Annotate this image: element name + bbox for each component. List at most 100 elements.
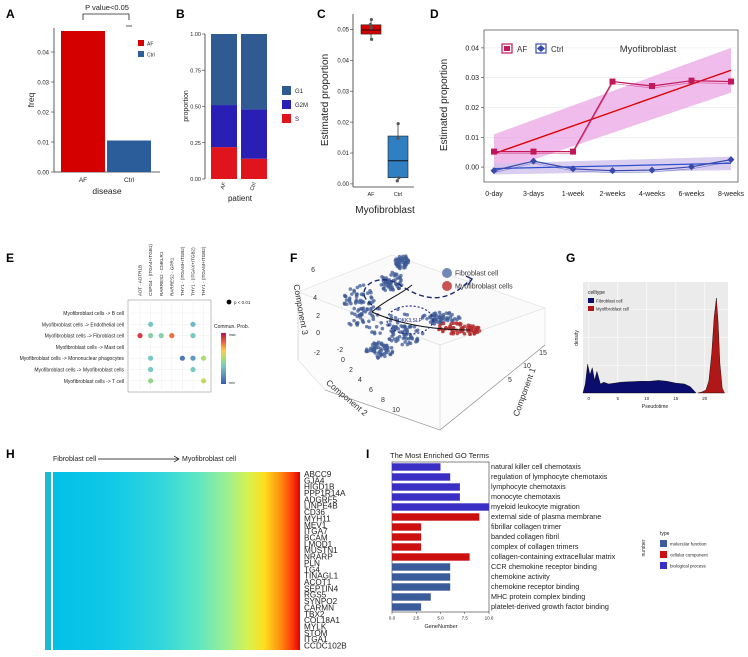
fibroblast-cell-point (347, 322, 351, 326)
column-label: CSPG4 - (ITGA4+ITGB1) (148, 244, 153, 296)
myofibroblast-cell-point (452, 321, 456, 325)
fibroblast-cell-point (368, 326, 372, 330)
bar-segment-g2m (211, 105, 237, 147)
fibroblast-cell-point (372, 348, 376, 352)
tick-label-component-1: 15 (539, 350, 547, 357)
tick-label-component-1: 5 (508, 377, 512, 384)
go-term-bar (392, 543, 421, 550)
side-label: number (641, 539, 647, 556)
plot-frame (128, 300, 211, 392)
tick-label-component-2: 2 (349, 367, 353, 374)
fibroblast-cell-point (388, 337, 392, 341)
tick-label-component-2: 0 (341, 357, 345, 364)
fibroblast-cell-point (381, 327, 385, 331)
go-term-label: MHC protein complex binding (491, 592, 585, 601)
tick-label-component-3: -2 (314, 350, 320, 357)
panel-letter-a: A (6, 7, 15, 21)
communication-dot (190, 333, 195, 338)
legend-label-myofibroblast: Myofibroblast cell (596, 307, 629, 312)
go-term-bar (392, 533, 421, 540)
panel-b-stacked-bar-chart: 0.00 0.25 0.50 0.75 1.00 AF Ctrl patient proport… (183, 32, 308, 203)
y-tick-label: 0.02 (465, 105, 479, 112)
fibroblast-cell-point (373, 342, 377, 346)
communication-dot (159, 333, 164, 338)
go-term-bar (392, 513, 479, 520)
fibroblast-cell-point (416, 338, 420, 342)
header-label-myofibroblast: Myofibroblast cell (182, 456, 237, 463)
fibroblast-cell-point (367, 319, 371, 323)
row-label: Myofibroblast cells -> Endothelial cell (42, 322, 124, 328)
marker-af (570, 149, 576, 155)
bar-segment-g1 (211, 34, 237, 105)
x-tick-label: 15 (673, 396, 679, 401)
fibroblast-cell-point (378, 331, 382, 335)
fibroblast-cell-point (387, 285, 391, 289)
x-tick-label: AF (367, 192, 375, 198)
tick-label-component-3: 6 (311, 267, 315, 274)
x-tick-label: 5 (617, 396, 620, 401)
y-tick-label: 0.04 (37, 51, 49, 57)
x-tick-label: 7.5 (462, 616, 469, 621)
tick-label-component-2: 4 (358, 377, 362, 384)
panel-letter-b: B (176, 7, 185, 21)
significance-label: P value<0.05 (85, 3, 129, 12)
go-term-label: chemokine activity (491, 572, 550, 581)
fibroblast-cell-point (362, 300, 366, 304)
legend-title: celltype (588, 290, 605, 296)
fibroblast-cell-point (385, 346, 389, 350)
fibroblast-cell-point (400, 343, 404, 347)
fibroblast-cell-point (455, 318, 459, 322)
fibroblast-cell-point (404, 263, 408, 267)
row-label: Myofibroblast cells -> Fibroblast cell (45, 334, 124, 340)
y-tick-label: 0.50 (190, 105, 201, 111)
fibroblast-cell-point (407, 325, 411, 329)
legend-label: molecular function (670, 542, 707, 547)
legend-marker-myofibroblast (442, 281, 452, 291)
panel-letter-d: D (430, 7, 439, 21)
row-label: Myofibroblast cells -> Mast cell (56, 345, 124, 351)
go-term-label: natural killer cell chemotaxis (491, 462, 581, 471)
myofibroblast-cell-point (441, 330, 445, 334)
legend-title: type (660, 531, 670, 537)
fibroblast-cell-point (356, 321, 360, 325)
communication-dot (180, 356, 185, 361)
communication-dot (190, 367, 195, 372)
legend-label-myofibroblast: Myofibroblast cells (455, 284, 513, 291)
y-tick-label: 0.00 (337, 182, 349, 188)
x-tick-label: AF (79, 177, 87, 184)
row-label: Myofibroblast cells -> Mononuclear phago… (20, 356, 125, 362)
fibroblast-cell-point (401, 325, 405, 329)
header-label-fibroblast: Fibroblast cell (53, 456, 97, 463)
legend-swatch (660, 562, 667, 569)
fibroblast-cell-point (435, 318, 439, 322)
legend-label-fibroblast: Fibroblast cell (455, 271, 499, 278)
go-term-label: fibrillar collagen trimer (491, 522, 562, 531)
y-tick-label: 0.00 (190, 177, 201, 183)
x-tick-label: 1-week (562, 191, 585, 198)
panel-h-heatmap: ABCC9GJA4HIGD1BPPP1R14AADGRF5LINPE4BCD36… (45, 456, 347, 651)
y-tick-label: 0.00 (37, 171, 49, 177)
panel-letter-c: C (317, 7, 326, 21)
colorbar (221, 333, 226, 384)
myofibroblast-cell-point (470, 326, 474, 330)
x-tick-label: Ctrl (124, 177, 135, 184)
myofibroblast-cell-point (460, 326, 464, 330)
x-tick-label: Ctrl (394, 192, 403, 198)
myofibroblast-cell-point (463, 332, 467, 336)
column-label: RARRES2 - GPR1 (169, 257, 174, 296)
legend-pvalue-dot (227, 300, 232, 305)
fibroblast-cell-point (349, 287, 353, 291)
go-term-bar (392, 483, 460, 490)
fibroblast-cell-point (348, 298, 352, 302)
myofibroblast-cell-point (438, 324, 442, 328)
legend-swatch-fibroblast (588, 298, 594, 303)
fibroblast-cell-point (379, 321, 383, 325)
column-label: THY1 - (ITGAM+ITGB2) (180, 246, 185, 296)
marker-af (728, 79, 734, 85)
colorbar-min: min (229, 381, 235, 385)
box-point (396, 179, 399, 182)
y-tick-label: 0.01 (465, 135, 479, 142)
marker-af (649, 83, 655, 89)
fibroblast-cell-point (355, 292, 359, 296)
x-tick-label: 0.0 (389, 616, 396, 621)
